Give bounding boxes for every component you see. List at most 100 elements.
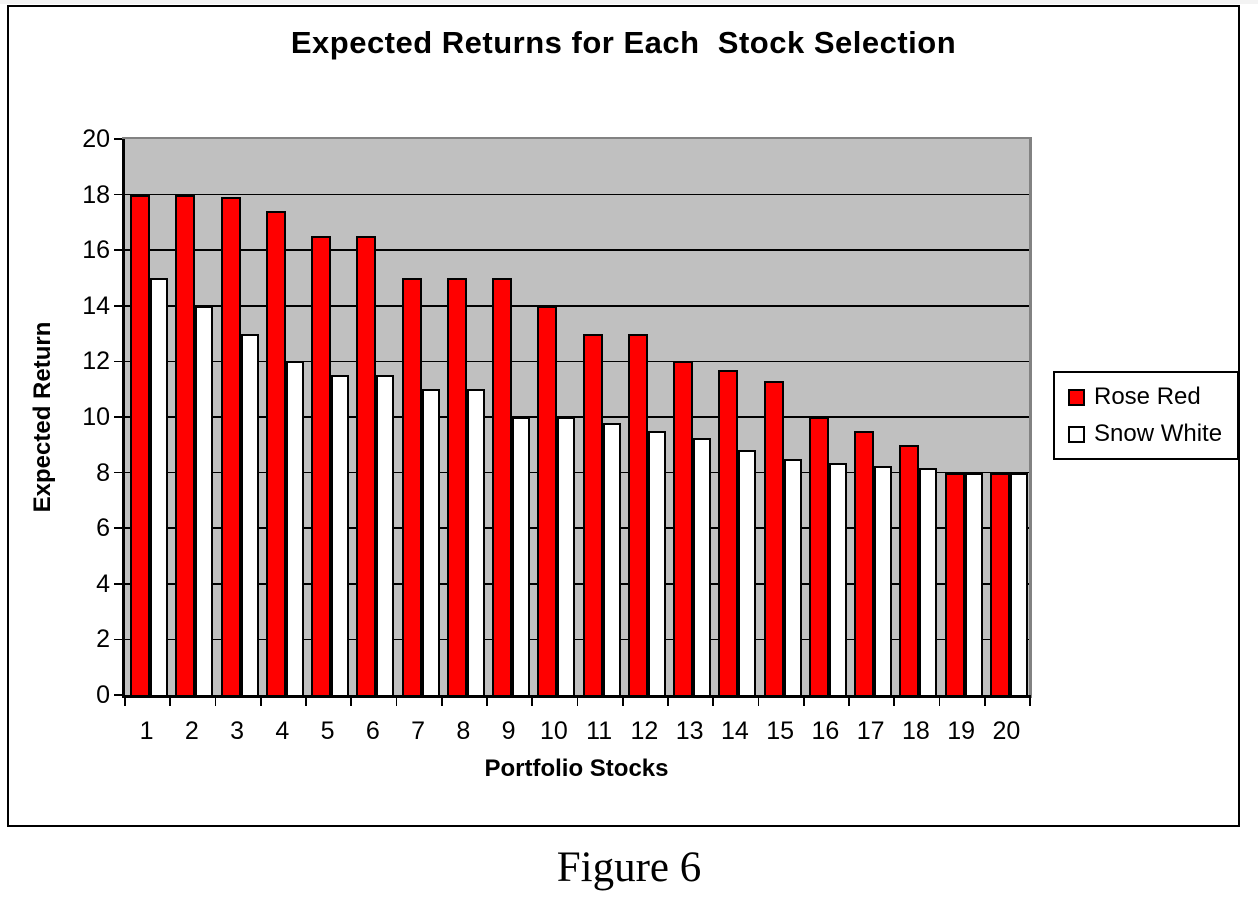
- bar-snow-white-19: [964, 472, 983, 695]
- x-tick-9: [531, 698, 534, 706]
- x-tick-label-2: 2: [184, 717, 199, 745]
- x-tick-label-16: 16: [811, 717, 840, 745]
- y-tick-14: [114, 304, 122, 307]
- x-tick-label-9: 9: [501, 717, 516, 745]
- x-tick-label-10: 10: [539, 717, 568, 745]
- gridline-10: [124, 416, 1029, 418]
- y-tick-0: [114, 694, 122, 696]
- x-tick-2: [214, 698, 217, 706]
- bar-rose-red-11: [582, 333, 603, 695]
- x-tick-label-1: 1: [139, 717, 154, 745]
- y-tick-20: [114, 138, 122, 140]
- plot-border-right: [1029, 136, 1032, 698]
- x-tick-label-3: 3: [230, 717, 245, 745]
- bar-rose-red-7: [401, 278, 422, 695]
- y-tick-4: [114, 582, 122, 585]
- y-tick-label-12: 12: [82, 347, 110, 376]
- x-tick-label-19: 19: [947, 717, 976, 745]
- x-tick-1: [169, 698, 172, 706]
- bar-snow-white-6: [376, 375, 395, 695]
- x-tick-16: [848, 698, 850, 706]
- bar-rose-red-17: [854, 430, 874, 695]
- bar-snow-white-7: [421, 389, 440, 695]
- x-tick-label-18: 18: [901, 717, 930, 745]
- x-axis-line: [122, 695, 1031, 698]
- gridline-12: [124, 360, 1029, 363]
- bar-rose-red-19: [944, 472, 965, 695]
- x-tick-7: [440, 698, 443, 706]
- bar-snow-white-18: [919, 468, 938, 695]
- bar-snow-white-20: [1009, 472, 1028, 695]
- legend-entry-rose-red: Rose Red: [1055, 384, 1237, 410]
- legend-label-rose-red: Rose Red: [1094, 383, 1201, 410]
- y-tick-label-6: 6: [96, 514, 110, 543]
- gridline-18: [124, 193, 1029, 196]
- gridline-16: [124, 249, 1029, 251]
- y-axis-line: [122, 139, 125, 698]
- gridline-6: [124, 527, 1029, 529]
- x-tick-20: [1029, 698, 1031, 706]
- x-tick-label-13: 13: [675, 717, 704, 745]
- x-tick-19: [983, 698, 986, 706]
- y-tick-label-4: 4: [96, 569, 110, 598]
- x-tick-3: [259, 698, 262, 706]
- bar-rose-red-9: [492, 278, 512, 695]
- bar-rose-red-1: [130, 194, 150, 695]
- y-tick-label-20: 20: [82, 125, 110, 153]
- bar-rose-red-16: [808, 417, 829, 695]
- bar-snow-white-1: [150, 278, 168, 695]
- figure-caption: Figure 6: [556, 844, 702, 891]
- bar-snow-white-3: [240, 333, 259, 695]
- bar-snow-white-13: [693, 437, 711, 695]
- x-tick-5: [350, 698, 353, 706]
- x-tick-label-5: 5: [320, 717, 335, 745]
- x-tick-11: [621, 698, 624, 706]
- y-tick-label-16: 16: [82, 236, 110, 265]
- bar-rose-red-12: [627, 333, 648, 695]
- y-tick-label-14: 14: [82, 291, 110, 320]
- bar-rose-red-4: [265, 211, 286, 695]
- legend: Rose Red Snow White: [1053, 371, 1239, 460]
- x-axis-title: Portfolio Stocks: [484, 755, 669, 782]
- x-tick-14: [757, 698, 760, 706]
- bar-snow-white-10: [557, 417, 576, 695]
- bar-snow-white-5: [331, 375, 349, 695]
- plot-border-top: [122, 136, 1032, 139]
- bar-snow-white-11: [602, 422, 621, 695]
- y-tick-label-10: 10: [82, 403, 110, 431]
- y-tick-2: [114, 638, 122, 641]
- y-tick-label-18: 18: [82, 180, 110, 209]
- x-tick-label-15: 15: [766, 717, 795, 745]
- bar-snow-white-14: [738, 450, 757, 695]
- x-tick-label-14: 14: [720, 717, 749, 745]
- x-tick-0: [124, 698, 126, 706]
- x-tick-label-11: 11: [586, 717, 613, 745]
- y-tick-6: [114, 527, 122, 530]
- bar-rose-red-8: [446, 278, 467, 695]
- y-tick-12: [114, 360, 122, 363]
- x-tick-12: [667, 698, 669, 706]
- bar-rose-red-5: [311, 236, 331, 695]
- bar-snow-white-12: [647, 430, 666, 695]
- y-tick-16: [114, 249, 122, 252]
- gridline-2: [124, 638, 1029, 641]
- y-tick-18: [114, 193, 122, 196]
- bar-rose-red-20: [989, 472, 1010, 695]
- bar-snow-white-4: [285, 361, 304, 695]
- bar-rose-red-13: [673, 361, 693, 695]
- bar-snow-white-2: [195, 305, 214, 695]
- bar-rose-red-15: [763, 380, 784, 695]
- plot-area: [124, 139, 1029, 695]
- x-tick-17: [893, 698, 896, 706]
- bar-snow-white-9: [512, 417, 530, 695]
- bar-snow-white-8: [466, 389, 485, 695]
- bar-rose-red-10: [537, 305, 558, 695]
- y-tick-label-2: 2: [96, 625, 110, 654]
- bar-rose-red-2: [175, 194, 196, 695]
- y-tick-label-0: 0: [96, 681, 110, 709]
- x-tick-4: [305, 698, 307, 706]
- x-tick-label-20: 20: [992, 717, 1021, 745]
- bar-rose-red-6: [356, 236, 377, 695]
- x-tick-18: [938, 698, 941, 706]
